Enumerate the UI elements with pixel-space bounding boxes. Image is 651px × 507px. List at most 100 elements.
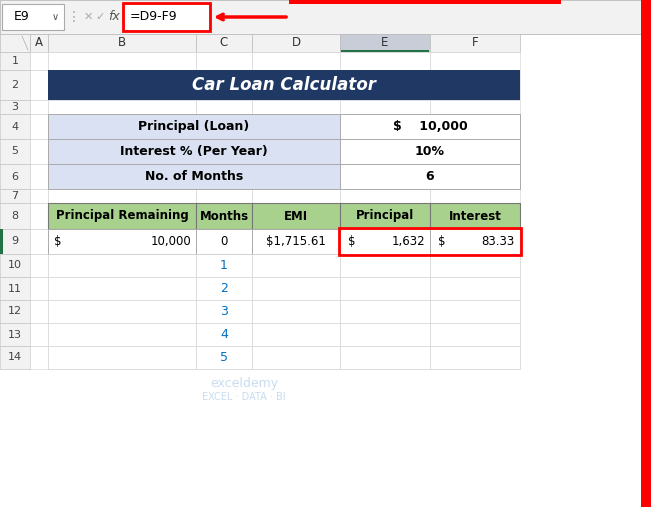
Bar <box>30 254 48 277</box>
Bar <box>0 70 30 100</box>
Bar <box>2 4 64 30</box>
Bar <box>340 100 430 114</box>
Bar <box>0 346 30 369</box>
Text: B: B <box>118 37 126 50</box>
Bar <box>340 189 430 203</box>
Bar <box>48 114 196 139</box>
Bar <box>30 277 48 300</box>
Bar <box>641 0 651 507</box>
Bar <box>430 203 520 229</box>
Text: ⋮: ⋮ <box>67 10 81 24</box>
Bar <box>252 229 340 254</box>
Bar <box>430 300 520 323</box>
Bar <box>196 189 252 203</box>
Text: 14: 14 <box>8 352 22 363</box>
Bar <box>0 114 30 139</box>
Bar <box>430 277 520 300</box>
Bar <box>339 228 521 255</box>
Bar <box>0 203 30 229</box>
Bar <box>430 100 520 114</box>
Bar <box>340 164 430 189</box>
Bar <box>196 114 252 139</box>
Bar <box>430 323 520 346</box>
Text: No. of Months: No. of Months <box>145 170 243 183</box>
Text: 2: 2 <box>220 282 228 295</box>
Bar <box>196 254 252 277</box>
Bar <box>48 114 340 139</box>
Bar <box>340 70 430 100</box>
Bar <box>430 164 520 189</box>
Bar <box>252 203 340 229</box>
Bar <box>0 52 30 70</box>
Bar <box>340 346 430 369</box>
Text: $: $ <box>348 235 355 248</box>
Bar <box>340 164 520 189</box>
Bar <box>48 323 196 346</box>
Text: A: A <box>35 37 43 50</box>
Text: 10%: 10% <box>415 145 445 158</box>
Text: Months: Months <box>199 209 249 223</box>
Bar <box>196 300 252 323</box>
Text: Car Loan Calculator: Car Loan Calculator <box>192 76 376 94</box>
Bar <box>340 277 430 300</box>
Text: 8: 8 <box>12 211 19 221</box>
Bar <box>48 323 196 346</box>
Bar <box>123 3 210 31</box>
Bar <box>0 323 30 346</box>
Bar <box>48 100 196 114</box>
Bar <box>430 203 520 229</box>
Bar <box>196 277 252 300</box>
Bar <box>0 277 30 300</box>
Bar <box>196 52 252 70</box>
Text: F: F <box>472 37 478 50</box>
Bar <box>340 346 430 369</box>
Bar <box>340 254 430 277</box>
Text: 12: 12 <box>8 307 22 316</box>
Bar <box>252 277 340 300</box>
Text: ∨: ∨ <box>51 12 59 22</box>
Bar <box>30 70 48 100</box>
Bar <box>340 114 520 139</box>
Bar <box>48 229 196 254</box>
Bar <box>196 346 252 369</box>
Bar <box>252 254 340 277</box>
Bar <box>0 229 30 254</box>
Bar <box>48 277 196 300</box>
Bar <box>340 229 430 254</box>
Bar <box>341 50 429 52</box>
Bar <box>48 254 196 277</box>
Bar <box>252 34 340 52</box>
Bar <box>30 52 48 70</box>
Text: 2: 2 <box>12 80 19 90</box>
Bar <box>340 34 430 52</box>
Bar <box>48 203 196 229</box>
Bar <box>48 70 196 100</box>
Bar <box>430 34 520 52</box>
Bar <box>340 229 430 254</box>
Bar <box>196 139 252 164</box>
Bar <box>196 229 252 254</box>
Bar <box>0 34 30 52</box>
Bar <box>340 300 430 323</box>
Bar <box>430 114 520 139</box>
Text: Interest % (Per Year): Interest % (Per Year) <box>120 145 268 158</box>
Bar <box>196 203 252 229</box>
Bar <box>430 277 520 300</box>
Bar <box>340 114 430 139</box>
Text: exceldemy: exceldemy <box>210 378 278 390</box>
Bar <box>196 346 252 369</box>
Bar <box>0 300 30 323</box>
Bar <box>340 277 430 300</box>
Bar <box>48 346 196 369</box>
Bar <box>48 70 520 100</box>
Text: $: $ <box>54 235 61 248</box>
Bar <box>252 254 340 277</box>
Text: ✕: ✕ <box>83 12 92 22</box>
Text: D: D <box>292 37 301 50</box>
Text: $1,715.61: $1,715.61 <box>266 235 326 248</box>
Bar <box>252 203 340 229</box>
Bar <box>0 164 30 189</box>
Bar <box>196 277 252 300</box>
Bar <box>252 189 340 203</box>
Text: ✓: ✓ <box>95 12 105 22</box>
